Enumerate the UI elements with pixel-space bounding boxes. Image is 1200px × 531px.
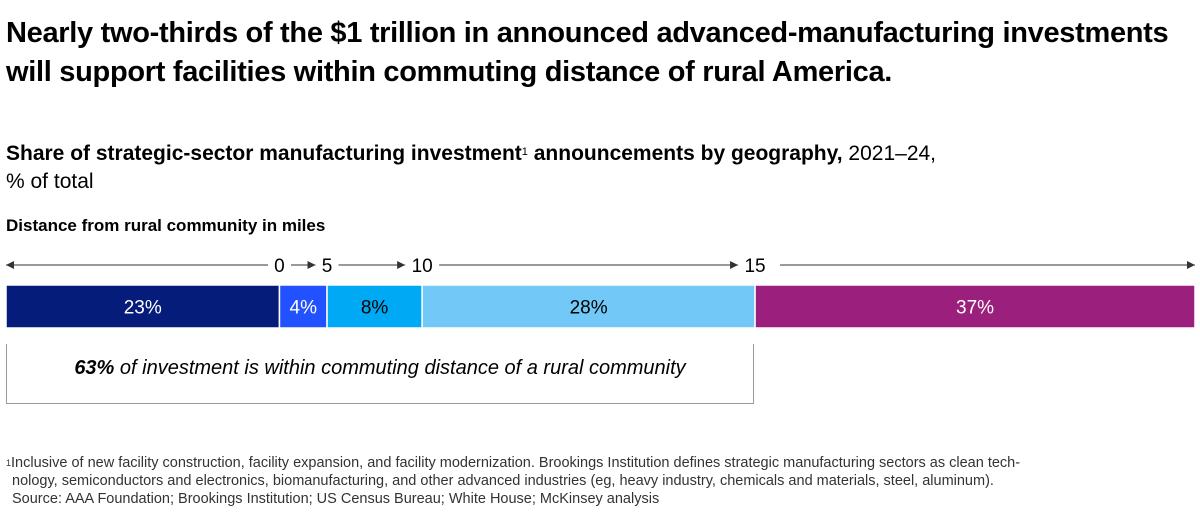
subtitle-bold: Share of strategic-sector manufacturing … xyxy=(6,142,522,165)
footnote-marker: 1 xyxy=(521,146,528,158)
axis-title: Distance from rural community in miles xyxy=(6,216,326,235)
footnote: 1Inclusive of new facility construction,… xyxy=(6,454,1191,508)
callout-text: 63% of investment is within commuting di… xyxy=(7,357,753,380)
axis-tick-0: 0 xyxy=(274,256,285,277)
footnote-line-2: nology, semiconductors and electronics, … xyxy=(12,473,994,489)
chart-title: Nearly two-thirds of the $1 trillion in … xyxy=(6,17,1169,88)
bar-segment-5 xyxy=(754,284,1196,329)
callout-percentage: 63% xyxy=(74,357,115,379)
subtitle-bold-rest: announcements by geography, xyxy=(527,142,843,165)
bar-label-5: 37% xyxy=(956,298,994,319)
bar-segment-3 xyxy=(326,284,423,329)
stacked-bar-chart: 0 5 10 15 23% 4% 8% 28% 37% xyxy=(5,256,1196,329)
bar-label-4: 28% xyxy=(570,298,608,319)
distance-axis: 0 5 10 15 xyxy=(6,256,1195,277)
bar-label-3: 8% xyxy=(361,298,389,319)
axis-tick-5: 5 xyxy=(322,256,333,277)
axis-tick-15: 15 xyxy=(744,256,765,277)
bar-label-2: 4% xyxy=(290,298,318,319)
footnote-number: 1 xyxy=(6,458,12,468)
subtitle-unit: % of total xyxy=(6,170,94,193)
bar-segment-1 xyxy=(5,284,281,329)
footnote-line-1: Inclusive of new facility construction, … xyxy=(11,455,1021,471)
commuting-callout-bracket: 63% of investment is within commuting di… xyxy=(6,344,754,404)
source-line: Source: AAA Foundation; Brookings Instit… xyxy=(12,491,660,507)
subtitle-period: 2021–24, xyxy=(842,142,937,165)
callout-description: of investment is within commuting distan… xyxy=(114,357,686,379)
bar-segments: 23% 4% 8% 28% 37% xyxy=(5,284,1196,329)
chart-subtitle: Share of strategic-sector manufacturing … xyxy=(6,140,1156,196)
axis-tick-10: 10 xyxy=(412,256,433,277)
bar-label-1: 23% xyxy=(124,298,162,319)
